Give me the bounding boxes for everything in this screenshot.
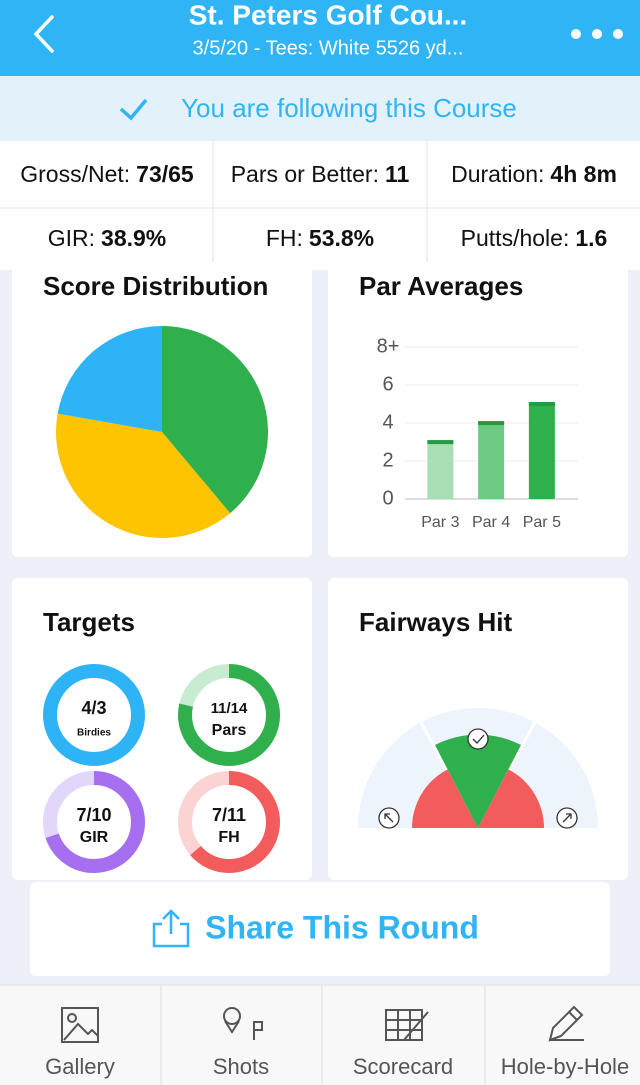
target-label: Birdies [77,728,111,739]
target-label: FH [218,829,239,846]
stat-value: 4h 8m [550,161,616,187]
stat: Pars or Better: 11 [231,161,410,187]
follow-banner [0,76,640,141]
pie-slice [162,326,268,514]
stat-value: 53.8% [309,225,374,251]
targets: 4/3 Birdies 11/14 Pars 7/10 GIR 7/11 FH [76,698,248,846]
header-bar [0,0,640,76]
charts: 0 2 4 6 8+ Par 3 Par 4 Par 5 [56,326,578,538]
back-button[interactable] [33,15,54,53]
card-title: Targets [43,607,135,637]
y-tick-label: 2 [382,449,393,471]
bar [528,402,555,499]
card-title: Par Averages [359,271,523,301]
stat: Putts/hole: 1.6 [461,225,608,251]
target-value: 7/11 [212,805,246,825]
bar [478,421,505,499]
x-tick-label: Par 5 [523,514,561,531]
pie-slice [57,326,162,432]
stat-label: GIR: [48,225,95,251]
bar-cap [427,440,454,445]
stat-value: 11 [385,161,410,187]
stat-value: 73/65 [136,161,194,187]
stat-label: FH: [266,225,303,251]
y-tick-label: 0 [382,487,393,509]
target-value: 11/14 [211,700,248,717]
tab-label[interactable]: Hole-by-Hole [501,1054,629,1079]
tab-label[interactable]: Scorecard [353,1054,453,1079]
header-title: St. Peters Golf Cou... [189,0,467,30]
share-button[interactable] [30,882,610,976]
card-title: Score Distribution [43,271,268,301]
target-value: 4/3 [81,698,106,718]
target-value: 7/10 [76,805,111,825]
tab-icons [61,1005,584,1043]
stat: FH: 53.8% [266,225,374,251]
tab-label[interactable]: Gallery [45,1054,115,1079]
y-tick-label: 6 [382,373,393,395]
tab-dividers [0,984,640,1085]
share-icon [152,909,190,948]
more-button[interactable] [571,29,623,39]
bar [427,440,454,499]
target-label: GIR [80,829,109,846]
card-title: Fairways Hit [359,607,513,637]
stat-value: 38.9% [101,225,166,251]
y-tick-label: 8+ [377,335,400,357]
follow-text[interactable]: You are following this Course [181,93,517,123]
share-text[interactable]: Share This Round [205,909,479,945]
stat-label: Gross/Net: [20,161,130,187]
check-icon [119,98,148,121]
tab-bar [0,985,640,1085]
stats-panel [0,141,640,270]
stats-dividers [0,141,640,270]
bar-cap [478,421,505,426]
tab-label[interactable]: Shots [213,1054,269,1079]
target-rings [43,664,280,873]
target-label: Pars [212,722,247,739]
stat-label: Putts/hole: [461,225,570,251]
stat: Gross/Net: 73/65 [20,161,194,187]
x-tick-label: Par 4 [472,514,510,531]
bar-cap [528,402,555,407]
header-subtitle: 3/5/20 - Tees: White 5526 yd... [193,37,464,59]
pie-slice [56,413,231,538]
stat-value: 1.6 [575,225,607,251]
stat-label: Duration: [451,161,544,187]
tabs: Gallery Shots Scorecard Hole-by-Hole [45,1054,629,1079]
stat: GIR: 38.9% [48,225,167,251]
fairway-gauge [358,708,598,829]
x-tick-label: Par 3 [421,514,459,531]
y-tick-label: 4 [382,411,393,433]
stats: Gross/Net: 73/65 Pars or Better: 11 Duration… [20,161,617,251]
stat: Duration: 4h 8m [451,161,617,187]
stat-label: Pars or Better: [231,161,379,187]
